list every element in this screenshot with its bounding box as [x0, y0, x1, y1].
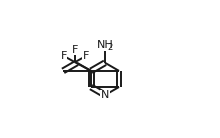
- Text: NH: NH: [97, 40, 113, 50]
- Text: F: F: [83, 51, 89, 61]
- Text: F: F: [61, 51, 67, 61]
- Text: 2: 2: [108, 43, 113, 52]
- Text: N: N: [101, 90, 109, 100]
- Text: F: F: [72, 45, 78, 55]
